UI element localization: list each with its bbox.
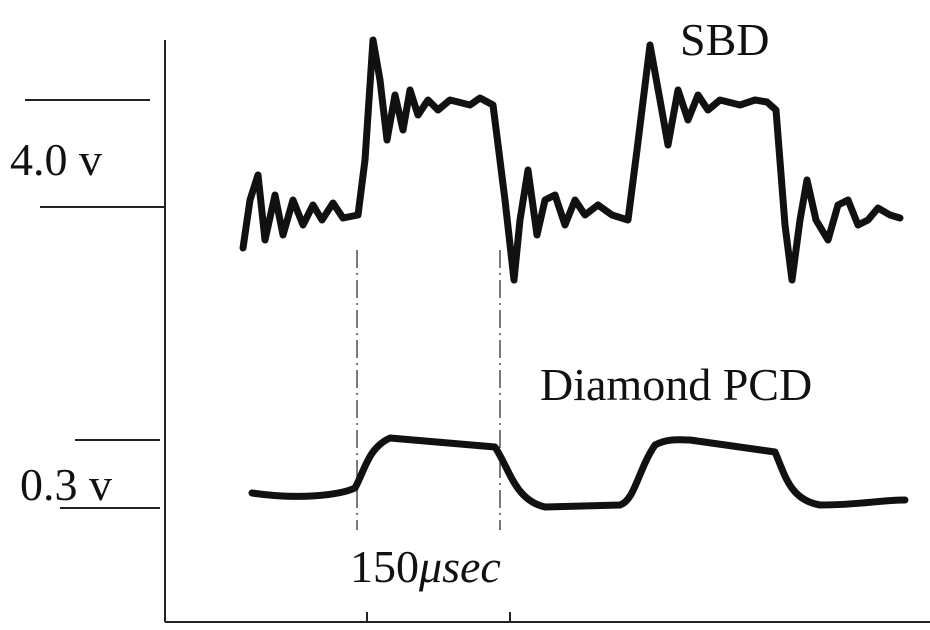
scale-label: 4.0 v bbox=[10, 134, 102, 185]
time-scale-number: 150 bbox=[350, 541, 419, 592]
time-scale-label: 150μsec bbox=[350, 541, 501, 592]
trace-label: Diamond PCD bbox=[540, 359, 812, 410]
time-scale-unit: μsec bbox=[418, 541, 501, 592]
trace-label: SBD bbox=[680, 14, 769, 65]
sbd-trace bbox=[239, 36, 904, 284]
pcd-trace bbox=[248, 434, 909, 511]
scale-label: 0.3 v bbox=[20, 459, 112, 510]
